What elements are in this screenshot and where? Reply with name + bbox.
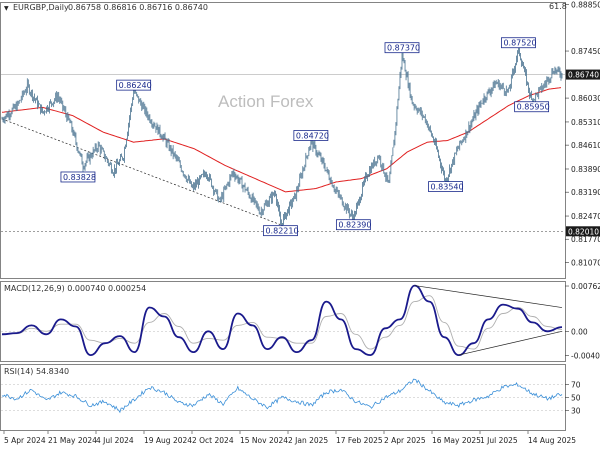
date-tick-label: 15 Nov 2024 bbox=[240, 436, 288, 445]
dropdown-arrow-icon[interactable]: ▼ bbox=[4, 5, 9, 12]
support-price-label: 0.82010 bbox=[568, 227, 599, 236]
price-annotation-box bbox=[116, 79, 152, 91]
price-annotation-label: 0.83540 bbox=[431, 183, 464, 192]
date-tick-label: 4 Jul 2024 bbox=[96, 436, 134, 445]
price-tick-label: 0.82470 bbox=[571, 212, 600, 221]
date-tick-label: 2 Apr 2025 bbox=[384, 436, 426, 445]
price-annotation-label: 0.82210 bbox=[265, 227, 298, 236]
price-tick-label: 0.87450 bbox=[571, 47, 600, 56]
macd-axis: 0.007623 0.00 -0.004073 bbox=[565, 282, 600, 360]
rsi-axis: 70 50 30 bbox=[565, 381, 581, 416]
price-annotation-label: 0.86240 bbox=[119, 81, 152, 90]
price-annotation-box bbox=[263, 225, 298, 237]
macd-tick-label: 0.00 bbox=[571, 327, 588, 336]
ohlc-readout: 0.86758 0.86816 0.86716 0.86740 bbox=[68, 3, 208, 12]
trendline bbox=[1, 118, 281, 225]
date-tick-label: 1 Jul 2025 bbox=[480, 436, 518, 445]
date-tick-label: 21 May 2024 bbox=[48, 436, 97, 445]
rsi-panel: RSI(14) 54.8340 bbox=[0, 364, 566, 431]
rsi-line bbox=[1, 378, 563, 414]
price-annotation-box bbox=[335, 219, 371, 231]
date-tick-label: 16 May 2025 bbox=[432, 436, 481, 445]
price-annotation-label: 0.83828 bbox=[63, 173, 96, 182]
date-tick-label: 2 Jan 2025 bbox=[288, 436, 328, 445]
current-price-tag bbox=[566, 69, 600, 80]
price-tick-label: 0.81770 bbox=[571, 235, 600, 244]
macd-trendline bbox=[414, 285, 563, 308]
price-annotation-label: 0.85950 bbox=[517, 103, 550, 112]
main-panel: Action Forex 0.86240 0.83828 0.84720 0.8221… bbox=[0, 2, 567, 279]
macd-panel: MACD(12,26,9) 0.000740 0.000254 bbox=[0, 281, 566, 362]
price-tick-label: 0.84610 bbox=[571, 141, 600, 150]
macd-trendline bbox=[458, 330, 563, 356]
date-tick-label: 14 Aug 2025 bbox=[528, 436, 576, 445]
current-price-label: 0.86740 bbox=[568, 71, 599, 80]
price-annotation-label: 0.87370 bbox=[387, 44, 420, 53]
price-tick-label: 0.88850 bbox=[571, 1, 600, 10]
rsi-tick-label: 50 bbox=[571, 394, 581, 403]
symbol-label: EURGBP,Daily bbox=[13, 3, 69, 12]
price-annotation-box bbox=[60, 171, 96, 183]
price-tick-label: 0.85310 bbox=[571, 118, 600, 127]
watermark: Action Forex bbox=[218, 92, 314, 111]
support-price-tag bbox=[566, 226, 600, 237]
macd-line bbox=[1, 284, 563, 357]
price-annotation-label: 0.84720 bbox=[296, 131, 329, 140]
date-tick-label: 17 Feb 2025 bbox=[336, 436, 383, 445]
macd-title: MACD(12,26,9) 0.000740 0.000254 bbox=[4, 284, 146, 293]
price-annotation-box bbox=[428, 181, 463, 192]
date-tick-label: 5 Apr 2024 bbox=[4, 436, 46, 445]
corner-fib-label: 61.8 bbox=[549, 2, 567, 11]
rsi-tick-label: 70 bbox=[571, 381, 581, 390]
date-tick-label: 19 Aug 2024 bbox=[144, 436, 192, 445]
macd-tick-label: 0.007623 bbox=[571, 282, 600, 291]
price-tick-label: 0.83190 bbox=[571, 188, 600, 197]
macd-tick-label: -0.004073 bbox=[571, 351, 600, 360]
price-annotation-box bbox=[501, 37, 536, 49]
price-tick-label: 0.83890 bbox=[571, 165, 600, 174]
price-annotation-label: 0.87520 bbox=[503, 39, 536, 48]
price-tick-label: 0.86030 bbox=[571, 94, 600, 103]
macd-signal-line bbox=[2, 295, 563, 350]
main-price-axis: 0.88850 0.87450 0.86030 0.85310 0.84610 0.838… bbox=[565, 1, 600, 267]
price-tick-label: 0.81070 bbox=[571, 258, 600, 267]
rsi-title: RSI(14) 54.8340 bbox=[4, 367, 69, 376]
date-tick-label: 2 Oct 2024 bbox=[192, 436, 234, 445]
price-annotation-box bbox=[514, 101, 550, 113]
chart-header: ▼ EURGBP,Daily 0.86758 0.86816 0.86716 0… bbox=[4, 2, 567, 12]
price-annotation-box bbox=[293, 130, 329, 141]
rsi-tick-label: 30 bbox=[571, 407, 581, 416]
price-annotation-label: 0.82390 bbox=[338, 221, 371, 230]
price-annotation-box bbox=[384, 42, 420, 54]
date-axis: 5 Apr 2024 21 May 2024 4 Jul 2024 19 Aug 20… bbox=[3, 431, 576, 445]
